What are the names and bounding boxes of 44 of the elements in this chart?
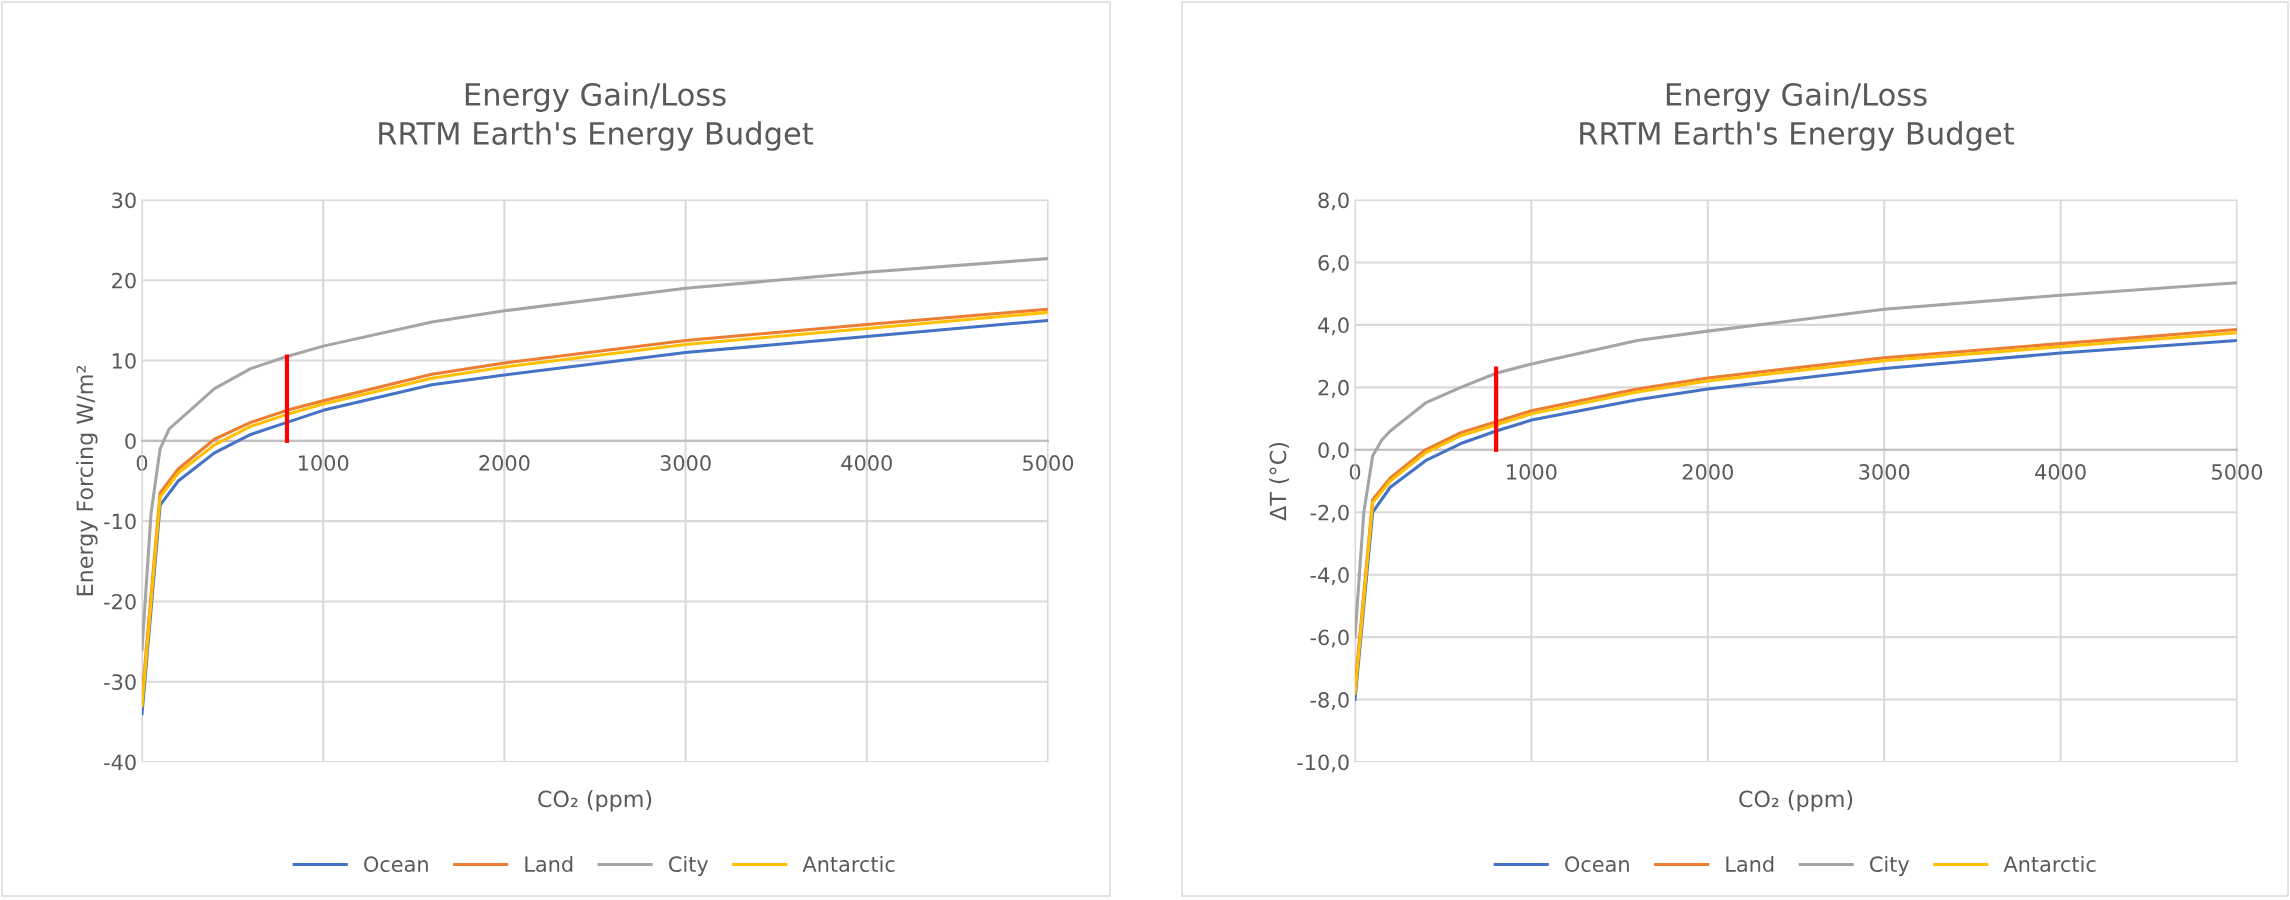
y-tick-label: 0 <box>125 433 136 450</box>
y-tick-label: -40 <box>104 754 136 771</box>
y-tick-label: 6,0 <box>1318 254 1349 273</box>
x-tick-label: 5000 <box>1023 455 1074 471</box>
x-tick-label: 3000 <box>1859 464 1910 480</box>
y-tick-label: 4,0 <box>1318 317 1349 336</box>
x-tick-label: 0 <box>1349 464 1361 480</box>
y-tick-label: -2,0 <box>1310 504 1349 523</box>
legend-label: City <box>669 855 709 877</box>
x-tick-label: 0 <box>136 455 148 471</box>
y-tick-label: -6,0 <box>1310 629 1349 648</box>
x-tick-label: 2000 <box>1682 464 1733 480</box>
x-axis-title: CO₂ (ppm) <box>538 790 652 812</box>
chart-title: Energy Gain/Loss RRTM Earth's Energy Budget <box>1580 82 2015 151</box>
y-tick-label: 2,0 <box>1318 379 1349 398</box>
legend-label: Antarctic <box>802 855 895 873</box>
x-axis-title: CO₂ (ppm) <box>1739 790 1853 812</box>
y-axis-title: ΔT (°C) <box>1269 443 1289 521</box>
x-tick-label: 4000 <box>841 455 892 471</box>
legend-label: Antarctic <box>2003 855 2096 873</box>
x-tick-label: 5000 <box>2212 464 2263 480</box>
y-tick-label: -30 <box>104 674 136 690</box>
y-tick-label: -10,0 <box>1297 754 1349 773</box>
legend-label: Ocean <box>1565 856 1629 873</box>
legend-label: Ocean <box>364 856 428 873</box>
y-tick-label: 8,0 <box>1318 192 1349 211</box>
x-tick-label: 1000 <box>1507 464 1557 480</box>
y-tick-label: -20 <box>104 593 136 610</box>
y-tick-label: 30 <box>112 192 136 209</box>
y-tick-label: 0,0 <box>1318 442 1349 461</box>
legend-label: Land <box>525 855 573 873</box>
x-tick-label: 3000 <box>660 455 711 471</box>
x-tick-label: 2000 <box>479 455 530 471</box>
y-tick-label: -10 <box>104 513 136 530</box>
chart-title: Energy Gain/Loss RRTM Earth's Energy Budget <box>379 82 814 151</box>
x-tick-label: 1000 <box>298 455 349 471</box>
y-tick-label: 10 <box>112 353 136 369</box>
legend-label: Land <box>1726 855 1774 873</box>
legend-label: City <box>1870 855 1910 877</box>
y-tick-label: -8,0 <box>1310 692 1349 710</box>
y-axis-title: Energy Forcing W/m² <box>76 366 98 596</box>
y-tick-label: -4,0 <box>1310 567 1349 585</box>
y-tick-label: 20 <box>112 272 136 289</box>
x-tick-label: 4000 <box>2035 464 2086 480</box>
